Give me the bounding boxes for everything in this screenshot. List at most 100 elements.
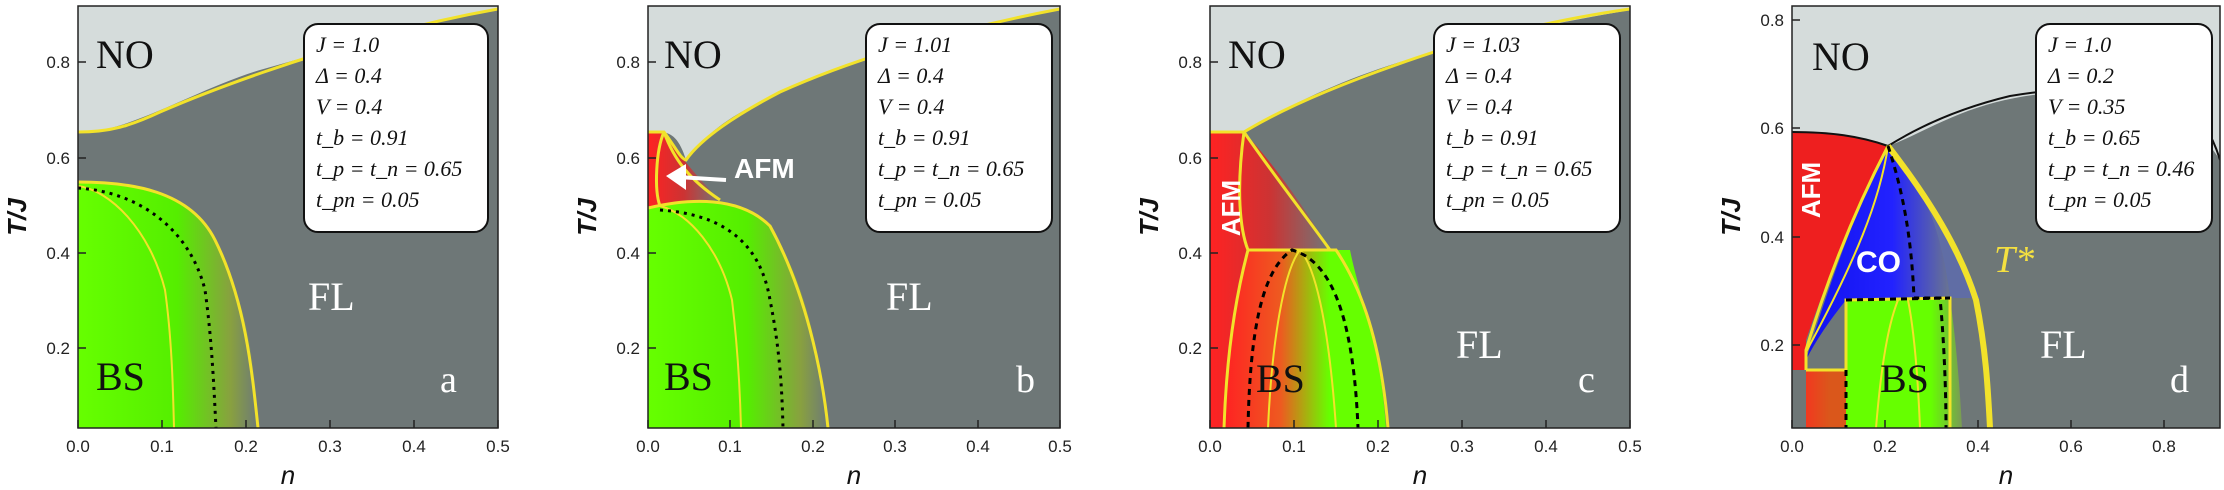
param-line: t_b = 0.91 xyxy=(1446,125,1538,150)
plot-frame xyxy=(1791,5,2221,429)
phase-labels: NO AFM CO T* BS FL d xyxy=(1796,34,2189,401)
boundary-bs-inner xyxy=(1267,248,1337,428)
x-tick-label: 0.2 xyxy=(1873,437,1897,456)
phase-label-afm: AFM xyxy=(1796,162,1826,218)
panel-label: c xyxy=(1578,359,1595,401)
phase-label-fl: FL xyxy=(886,274,933,319)
y-tick-labels: 0.2 0.4 0.6 0.8 xyxy=(1178,53,1202,358)
y-tick-label: 0.4 xyxy=(616,244,640,263)
phase-label-no: NO xyxy=(1228,32,1286,77)
panel-c: 0.0 0.1 0.2 0.3 0.4 0.5 0.2 0.4 0.6 0.8 … xyxy=(1134,5,1642,490)
param-line: Δ = 0.4 xyxy=(877,63,944,88)
phase-labels: NO AFM BS FL c xyxy=(1216,32,1595,401)
y-tick-labels: 0.2 0.4 0.6 0.8 xyxy=(1760,11,1784,355)
phase-label-afm: AFM xyxy=(734,153,795,184)
boundary-afm-left xyxy=(1222,131,1250,428)
x-tick-label: 0.2 xyxy=(1366,437,1390,456)
phase-labels: NO BS FL a xyxy=(96,32,457,401)
param-line: t_p = t_n = 0.46 xyxy=(2048,156,2194,181)
phase-label-t-star: T* xyxy=(1994,239,2034,281)
axis-ticks xyxy=(647,61,1061,428)
y-tick-labels: 0.2 0.4 0.6 0.8 xyxy=(46,53,70,358)
y-tick-label: 0.4 xyxy=(1178,244,1202,263)
panel-label: d xyxy=(2170,359,2189,401)
x-axis-label: n xyxy=(847,460,861,490)
y-tick-label: 0.2 xyxy=(46,339,70,358)
parameter-box: J = 1.0 Δ = 0.2 V = 0.35 t_b = 0.65 t_p … xyxy=(2035,23,2213,233)
param-line: Δ = 0.4 xyxy=(1445,63,1512,88)
x-tick-labels: 0.0 0.1 0.2 0.3 0.4 0.5 xyxy=(636,437,1072,456)
boundary-no xyxy=(78,7,498,134)
y-tick-labels: 0.2 0.4 0.6 0.8 xyxy=(616,53,640,358)
param-line: V = 0.4 xyxy=(1446,94,1512,119)
phase-no-region xyxy=(78,6,498,132)
phase-label-no: NO xyxy=(96,32,154,77)
y-axis-label: T/J xyxy=(2,198,32,236)
parameter-box: J = 1.01 Δ = 0.4 V = 0.4 t_b = 0.91 t_p … xyxy=(865,23,1053,233)
panel-d: 0.0 0.2 0.4 0.6 0.8 0.2 0.4 0.6 0.8 n T/… xyxy=(1716,5,2221,490)
x-tick-label: 0.3 xyxy=(883,437,907,456)
x-tick-label: 0.8 xyxy=(2152,437,2176,456)
x-tick-label: 0.3 xyxy=(1450,437,1474,456)
param-line: J = 1.03 xyxy=(1446,32,1520,57)
x-axis-label: n xyxy=(1999,460,2013,490)
phase-no-region xyxy=(1210,6,1630,132)
param-line: t_b = 0.65 xyxy=(2048,125,2140,150)
x-tick-label: 0.5 xyxy=(486,437,510,456)
param-line: t_pn = 0.05 xyxy=(2048,187,2151,212)
param-line: t_b = 0.91 xyxy=(316,125,408,150)
boundary-afm-left xyxy=(655,131,666,207)
boundary-t-star xyxy=(1885,144,1993,428)
param-line: t_pn = 0.05 xyxy=(1446,187,1549,212)
y-tick-label: 0.2 xyxy=(616,339,640,358)
panel-label: b xyxy=(1016,359,1035,401)
x-tick-label: 0.4 xyxy=(966,437,990,456)
y-tick-label: 0.6 xyxy=(1760,119,1784,138)
param-line: V = 0.4 xyxy=(878,94,944,119)
x-tick-labels: 0.0 0.2 0.4 0.6 0.8 xyxy=(1780,437,2176,456)
param-line: t_b = 0.91 xyxy=(878,125,970,150)
phase-label-bs: BS xyxy=(664,354,713,399)
y-tick-label: 0.8 xyxy=(1178,53,1202,72)
plot-frame xyxy=(647,5,1061,429)
x-tick-label: 0.4 xyxy=(1534,437,1558,456)
parameter-box: J = 1.0 Δ = 0.4 V = 0.4 t_b = 0.91 t_p =… xyxy=(303,23,489,233)
boundary-co-left xyxy=(1804,145,1890,370)
phase-label-bs: BS xyxy=(1256,356,1305,401)
param-line: t_p = t_n = 0.65 xyxy=(316,156,462,181)
x-tick-labels: 0.0 0.1 0.2 0.3 0.4 0.5 xyxy=(66,437,510,456)
phase-bs-region xyxy=(78,182,258,428)
x-tick-label: 0.1 xyxy=(1282,437,1306,456)
x-tick-label: 0.1 xyxy=(150,437,174,456)
boundary-bs-inner-2 xyxy=(1907,299,1921,428)
boundary-dotted xyxy=(659,208,785,428)
x-tick-label: 0.5 xyxy=(1618,437,1642,456)
param-line: J = 1.0 xyxy=(2048,32,2111,57)
phase-label-fl: FL xyxy=(2040,322,2087,367)
y-tick-label: 0.6 xyxy=(46,149,70,168)
boundary-afm xyxy=(1242,131,1332,251)
param-line: t_p = t_n = 0.65 xyxy=(878,156,1024,181)
y-tick-label: 0.4 xyxy=(46,244,70,263)
x-tick-label: 0.0 xyxy=(636,437,660,456)
plot-frame xyxy=(77,5,499,429)
phase-label-no: NO xyxy=(1812,34,1870,79)
phase-label-fl: FL xyxy=(308,274,355,319)
parameter-box: J = 1.03 Δ = 0.4 V = 0.4 t_b = 0.91 t_p … xyxy=(1433,23,1621,233)
phase-label-co: CO xyxy=(1856,246,1901,279)
y-tick-label: 0.6 xyxy=(1178,149,1202,168)
phase-label-fl: FL xyxy=(1456,322,1503,367)
phase-label-afm: AFM xyxy=(1216,180,1246,236)
x-tick-label: 0.4 xyxy=(1966,437,1990,456)
axis-ticks xyxy=(77,61,499,428)
x-tick-labels: 0.0 0.1 0.2 0.3 0.4 0.5 xyxy=(1198,437,1642,456)
phase-labels: NO AFM BS FL b xyxy=(664,32,1035,401)
y-tick-label: 0.4 xyxy=(1760,228,1784,247)
boundary-bs-inner xyxy=(1875,299,1899,428)
boundary-dotted-bs xyxy=(1844,296,1951,428)
x-tick-label: 0.2 xyxy=(234,437,258,456)
boundary-bs-outer xyxy=(648,199,830,428)
x-tick-label: 0.1 xyxy=(718,437,742,456)
y-tick-label: 0.8 xyxy=(1760,11,1784,30)
